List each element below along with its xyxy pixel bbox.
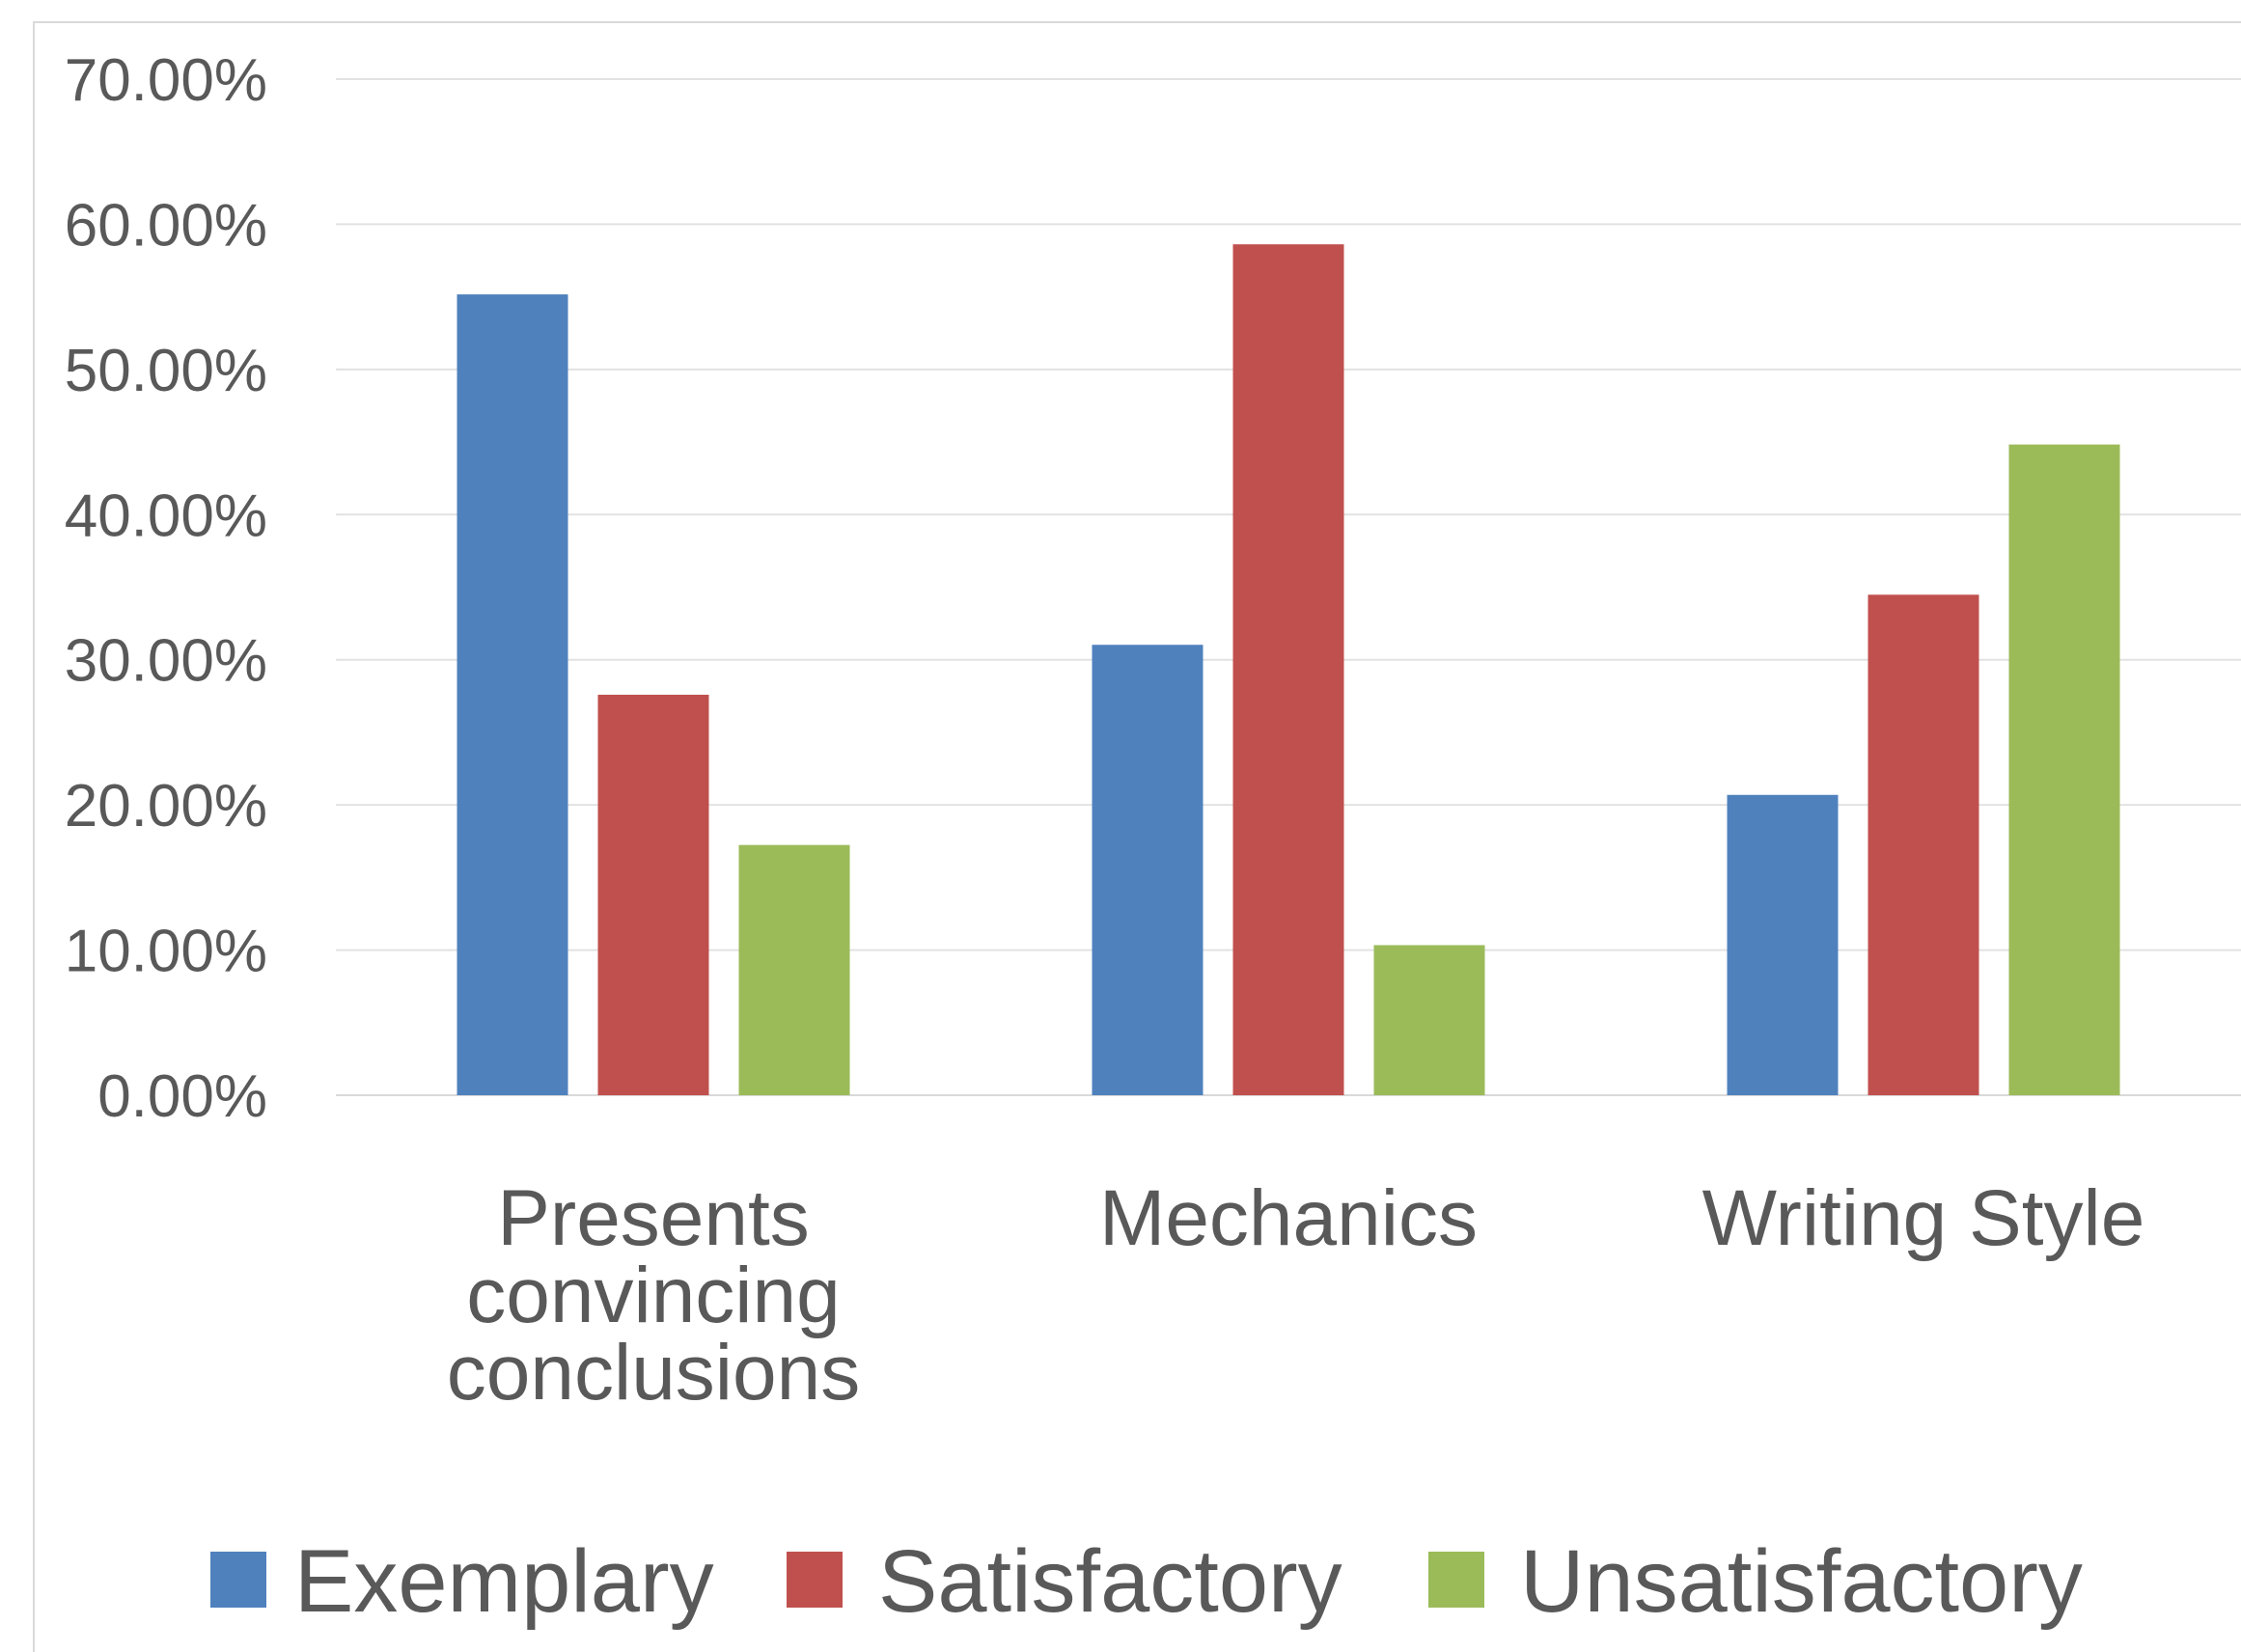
chart-frame — [33, 21, 2241, 1652]
bars — [456, 244, 2120, 1095]
legend-label-satisfactory: Satisfactory — [878, 1532, 1342, 1631]
legend-label-unsatisfactory: Unsatisfactory — [1520, 1532, 2083, 1631]
legend-swatch-exemplary — [210, 1552, 266, 1608]
bar-unsatisfactory-2 — [1373, 945, 1485, 1095]
y-tick-label: 0.00% — [97, 1063, 267, 1130]
y-tick-label: 70.00% — [65, 47, 267, 114]
legend-swatch-unsatisfactory — [1428, 1552, 1484, 1608]
y-tick-label: 10.00% — [65, 919, 267, 985]
x-category-label: Mechanics — [1099, 1174, 1478, 1262]
y-tick-label: 60.00% — [65, 192, 267, 259]
legend-label-exemplary: Exemplary — [294, 1532, 714, 1631]
bar-unsatisfactory-3 — [2008, 444, 2120, 1095]
y-axis: 0.00% 10.00% 20.00% 30.00% 40.00% 50.00% 60.00… — [65, 47, 267, 1130]
bar-exemplary-3 — [1727, 794, 1839, 1095]
y-tick-label: 20.00% — [65, 773, 267, 840]
y-tick-label: 50.00% — [65, 338, 267, 404]
y-tick-label: 40.00% — [65, 482, 267, 549]
legend: Exemplary Satisfactory Unsatisfactory — [210, 1532, 2083, 1631]
bar-satisfactory-1 — [597, 694, 709, 1095]
legend-swatch-satisfactory — [787, 1552, 843, 1608]
bar-satisfactory-3 — [1868, 594, 1979, 1095]
bar-unsatisfactory-1 — [738, 844, 850, 1095]
y-tick-label: 30.00% — [65, 628, 267, 695]
bar-satisfactory-2 — [1232, 244, 1344, 1095]
x-category-label: Writing Style — [1702, 1174, 2145, 1262]
x-category-label: Presents — [497, 1174, 810, 1262]
x-category-label: convincing — [466, 1252, 840, 1339]
bar-exemplary-2 — [1092, 645, 1204, 1095]
x-category-label: conclusions — [447, 1329, 860, 1417]
bar-exemplary-1 — [456, 294, 568, 1095]
